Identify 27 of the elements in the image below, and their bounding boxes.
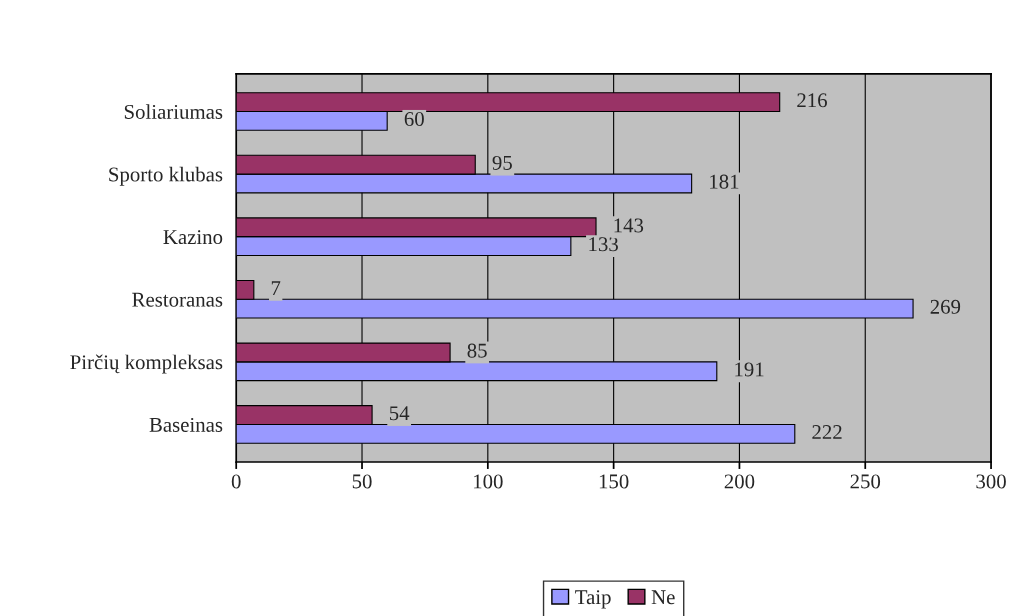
y-tick-label: Sporto klubas xyxy=(109,166,223,186)
x-tick-label: 150 xyxy=(599,474,629,489)
legend-label: Taip xyxy=(575,590,611,609)
x-tick-label: 50 xyxy=(352,474,372,489)
y-tick-label: Kazino xyxy=(163,230,223,245)
legend-label: Ne xyxy=(651,590,675,605)
data-label: 133 xyxy=(589,237,618,252)
data-label: 95 xyxy=(492,155,512,170)
x-tick-label: 300 xyxy=(976,474,1006,489)
y-tick-label: Pirčių kompleksas xyxy=(70,354,223,374)
data-label: 143 xyxy=(614,218,644,233)
data-label: 216 xyxy=(797,93,827,108)
y-tick-label: Restoranas xyxy=(132,292,223,307)
data-label: 54 xyxy=(389,406,410,421)
data-label: 269 xyxy=(930,299,961,314)
data-label: 181 xyxy=(710,174,739,189)
x-tick-label: 200 xyxy=(724,474,755,489)
x-tick-label: 250 xyxy=(850,474,881,489)
data-label: 222 xyxy=(812,425,842,439)
data-label: 191 xyxy=(735,362,764,377)
x-tick-label: 0 xyxy=(231,474,241,489)
data-label: 60 xyxy=(404,112,424,127)
x-tick-label: 100 xyxy=(474,474,503,489)
y-tick-label: Soliariumas xyxy=(124,104,223,119)
data-label: 7 xyxy=(271,281,281,295)
data-label: 85 xyxy=(467,343,487,358)
y-tick-label: Baseinas xyxy=(149,417,223,432)
